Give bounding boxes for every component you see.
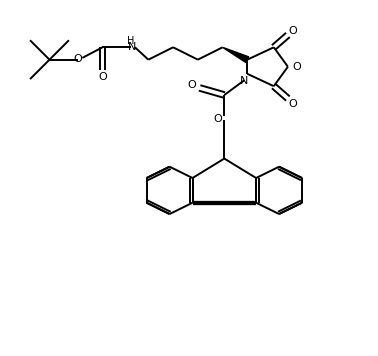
Text: O: O [74, 54, 82, 64]
Text: H: H [127, 36, 135, 46]
Text: N: N [240, 76, 248, 86]
Text: O: O [214, 114, 222, 124]
Text: O: O [289, 99, 297, 109]
Text: O: O [98, 72, 107, 82]
Text: O: O [187, 80, 196, 90]
Text: O: O [292, 62, 301, 72]
Polygon shape [223, 47, 249, 63]
Text: O: O [289, 26, 297, 36]
Text: N: N [128, 42, 137, 52]
